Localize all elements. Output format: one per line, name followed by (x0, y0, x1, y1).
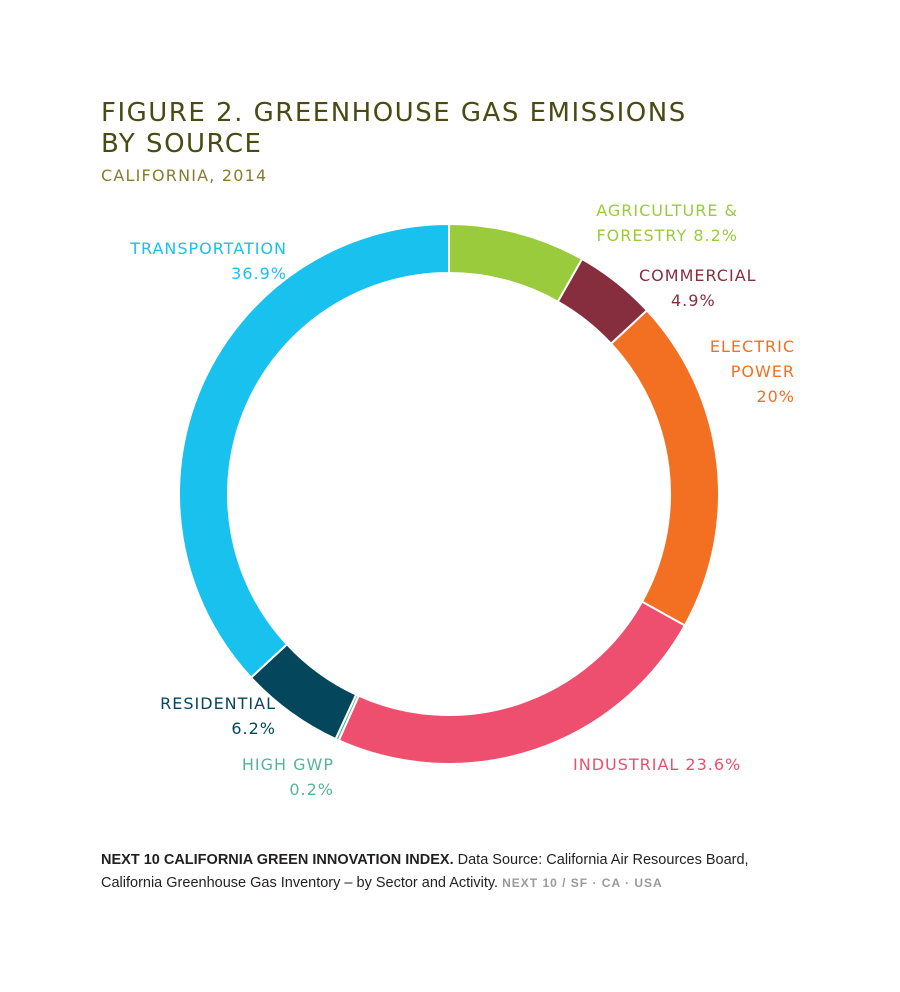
label-residential-line-1: RESIDENTIAL (160, 694, 276, 713)
label-agriculture-forestry-line-2: FORESTRY 8.2% (596, 226, 738, 245)
label-electric-power-line-3: 20% (756, 387, 795, 406)
label-transportation: TRANSPORTATION 36.9% (130, 236, 287, 286)
chart-title: FIGURE 2. GREENHOUSE GAS EMISSIONS BY SO… (101, 98, 687, 160)
label-transportation-line-1: TRANSPORTATION (130, 239, 287, 258)
donut-slice-transportation (178, 222, 450, 680)
label-residential: RESIDENTIAL 6.2% (160, 691, 276, 741)
label-residential-line-2: 6.2% (231, 719, 276, 738)
label-commercial-line-2: 4.9% (671, 291, 716, 310)
label-high-gwp-line-1: HIGH GWP (241, 755, 334, 774)
footer-brand: NEXT 10 CALIFORNIA GREEN INNOVATION INDE… (101, 852, 454, 868)
donut-slice-electric-power (609, 308, 720, 627)
chart-title-line-1: FIGURE 2. GREENHOUSE GAS EMISSIONS (101, 98, 687, 128)
label-electric-power-line-1: ELECTRIC (709, 337, 795, 356)
footer-source-note: NEXT 10 CALIFORNIA GREEN INNOVATION INDE… (101, 849, 801, 895)
chart-subtitle: CALIFORNIA, 2014 (101, 166, 268, 185)
label-high-gwp: HIGH GWP 0.2% (242, 752, 334, 802)
label-industrial: INDUSTRIAL 23.6% (573, 752, 741, 777)
footer-mark: NEXT 10 / SF · CA · USA (502, 876, 663, 890)
label-high-gwp-line-2: 0.2% (289, 780, 334, 799)
label-commercial: COMMERCIAL 4.9% (639, 263, 757, 313)
label-agriculture-forestry: AGRICULTURE & FORESTRY 8.2% (596, 198, 738, 248)
donut-slice-industrial (337, 600, 687, 765)
label-commercial-line-1: COMMERCIAL (639, 266, 757, 285)
label-transportation-line-2: 36.9% (231, 264, 287, 283)
chart-title-line-2: BY SOURCE (101, 129, 263, 159)
label-agriculture-forestry-line-1: AGRICULTURE & (596, 201, 738, 220)
label-electric-power: ELECTRIC POWER 20% (710, 334, 795, 409)
label-industrial-line-1: INDUSTRIAL 23.6% (573, 755, 742, 774)
label-electric-power-line-2: POWER (730, 362, 795, 381)
donut-slice-agriculture-forestry (448, 222, 584, 304)
footer-source: Data Source: California Air Resources Bo… (101, 852, 749, 891)
